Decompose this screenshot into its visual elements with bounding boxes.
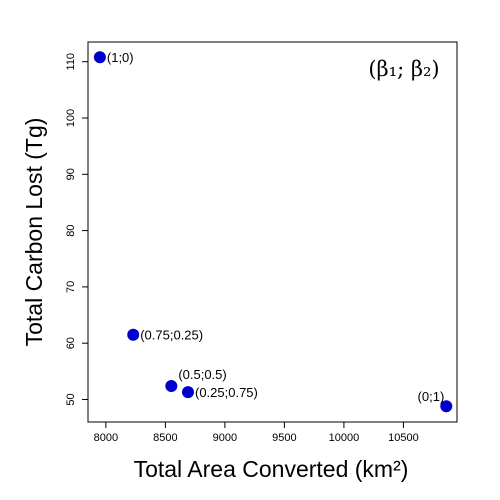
point-label: (0.75;0.25): [140, 328, 203, 343]
x-tick-label: 9500: [272, 432, 296, 444]
x-axis: 8000 8500 9000 9500 10000 10500: [94, 422, 419, 444]
y-tick-label: 100: [65, 109, 77, 127]
point-label: (0.5;0.5): [178, 367, 226, 382]
data-point: [127, 328, 140, 341]
y-tick-label: 110: [65, 53, 77, 71]
y-tick-label: 80: [65, 224, 77, 236]
data-point: [93, 51, 106, 64]
y-tick-label: 50: [65, 393, 77, 405]
x-tick-label: 9000: [213, 432, 237, 444]
x-tick-label: 10000: [329, 432, 360, 444]
point-label: (0.25;0.75): [195, 385, 258, 400]
x-tick-label: 8500: [153, 432, 177, 444]
y-tick-label: 60: [65, 337, 77, 349]
point-label: (1;0): [107, 50, 134, 65]
point-label: (0;1): [418, 389, 445, 404]
y-tick-label: 90: [65, 168, 77, 180]
x-tick-label: 8000: [94, 432, 118, 444]
x-axis-title: Total Area Converted (km²): [134, 456, 409, 482]
point-labels: (1;0) (0.75;0.25) (0.5;0.5) (0.25;0.75) (0;1…: [107, 50, 444, 404]
beta-legend: (β₁; β₂): [368, 57, 439, 81]
x-tick-label: 10500: [388, 432, 419, 444]
data-point: [181, 386, 194, 399]
plot-frame: [87, 41, 458, 423]
data-points: [93, 51, 453, 413]
data-point: [165, 379, 178, 392]
y-tick-label: 70: [65, 281, 77, 293]
y-axis-title: Total Carbon Lost (Tg): [21, 118, 47, 347]
y-axis: 50 60 70 80 90 100 110: [65, 53, 88, 406]
data-point: [440, 400, 453, 413]
